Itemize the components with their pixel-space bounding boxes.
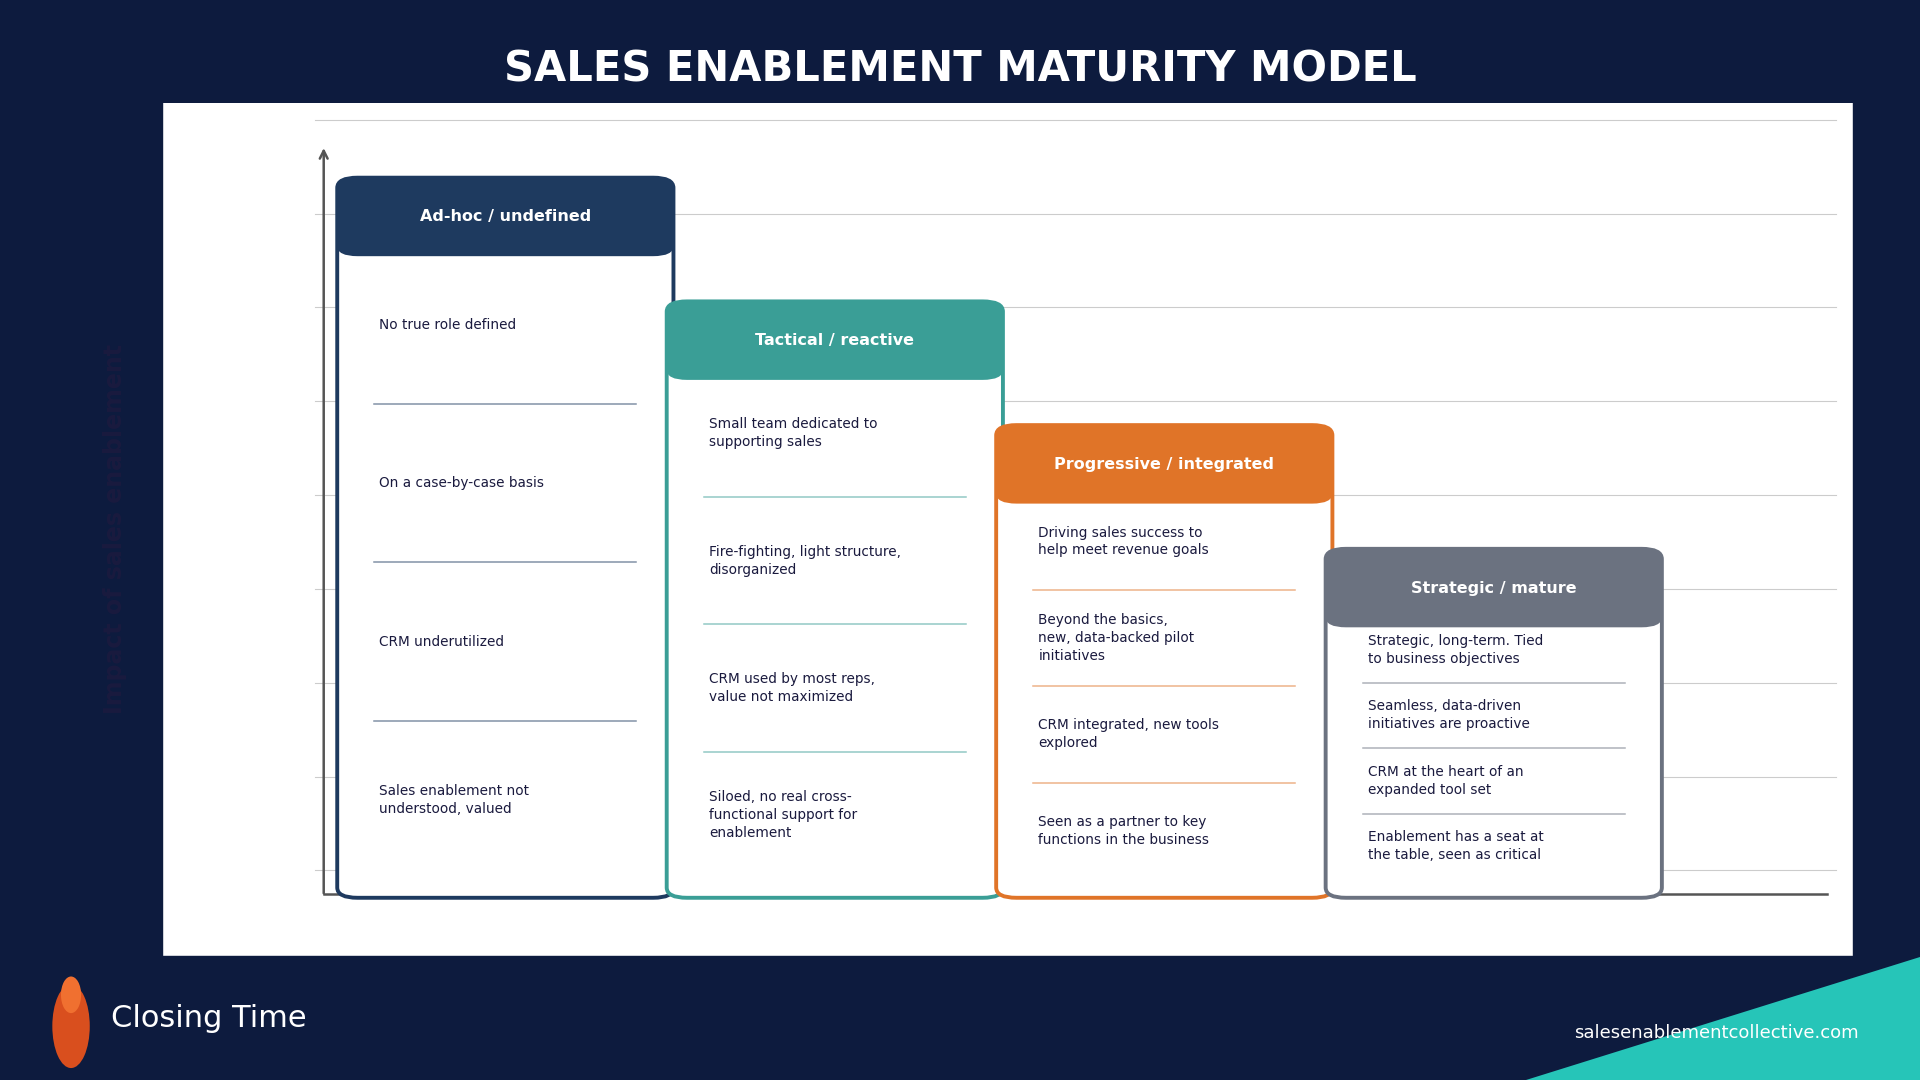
FancyBboxPatch shape: [666, 301, 1002, 897]
Text: Ad-hoc / undefined: Ad-hoc / undefined: [420, 210, 591, 225]
Polygon shape: [1526, 957, 1920, 1080]
FancyBboxPatch shape: [666, 301, 1002, 380]
FancyBboxPatch shape: [996, 426, 1332, 503]
Text: CRM at the heart of an
expanded tool set: CRM at the heart of an expanded tool set: [1367, 765, 1523, 797]
FancyBboxPatch shape: [338, 178, 674, 256]
Text: Impact of sales enablement: Impact of sales enablement: [104, 345, 127, 714]
FancyBboxPatch shape: [338, 178, 674, 897]
Ellipse shape: [52, 984, 90, 1068]
Text: Strategic / mature: Strategic / mature: [1411, 581, 1576, 595]
Text: salesenablementcollective.com: salesenablementcollective.com: [1574, 1024, 1859, 1042]
Text: No true role defined: No true role defined: [380, 319, 516, 332]
Bar: [359, 217, 651, 246]
Text: Small team dedicated to
supporting sales: Small team dedicated to supporting sales: [708, 417, 877, 449]
FancyBboxPatch shape: [163, 103, 1853, 956]
Text: Siloed, no real cross-
functional support for
enablement: Siloed, no real cross- functional suppor…: [708, 791, 856, 840]
Text: Enablement has a seat at
the table, seen as critical: Enablement has a seat at the table, seen…: [1367, 831, 1544, 862]
Text: Seamless, data-driven
initiatives are proactive: Seamless, data-driven initiatives are pr…: [1367, 700, 1530, 731]
Text: Beyond the basics,
new, data-backed pilot
initiatives: Beyond the basics, new, data-backed pilo…: [1039, 613, 1194, 663]
Text: CRM underutilized: CRM underutilized: [380, 635, 505, 649]
Text: Progressive / integrated: Progressive / integrated: [1054, 457, 1275, 472]
FancyBboxPatch shape: [1325, 549, 1663, 627]
Ellipse shape: [61, 976, 81, 1013]
Bar: [689, 340, 981, 369]
Text: Tactical / reactive: Tactical / reactive: [755, 333, 914, 348]
Text: CRM integrated, new tools
explored: CRM integrated, new tools explored: [1039, 718, 1219, 751]
Bar: [1348, 589, 1640, 617]
Text: Driving sales success to
help meet revenue goals: Driving sales success to help meet reven…: [1039, 526, 1210, 557]
Text: Seen as a partner to key
functions in the business: Seen as a partner to key functions in th…: [1039, 815, 1210, 847]
Text: Closing Time: Closing Time: [111, 1004, 307, 1032]
Text: Strategic, long-term. Tied
to business objectives: Strategic, long-term. Tied to business o…: [1367, 634, 1544, 665]
Text: Fire-fighting, light structure,
disorganized: Fire-fighting, light structure, disorgan…: [708, 544, 900, 577]
Text: Sales enablement not
understood, valued: Sales enablement not understood, valued: [380, 784, 530, 815]
Text: On a case-by-case basis: On a case-by-case basis: [380, 476, 545, 490]
Text: CRM used by most reps,
value not maximized: CRM used by most reps, value not maximiz…: [708, 672, 876, 704]
Bar: [1018, 464, 1311, 494]
FancyBboxPatch shape: [1325, 549, 1663, 897]
Text: SALES ENABLEMENT MATURITY MODEL: SALES ENABLEMENT MATURITY MODEL: [503, 49, 1417, 91]
FancyBboxPatch shape: [996, 426, 1332, 897]
